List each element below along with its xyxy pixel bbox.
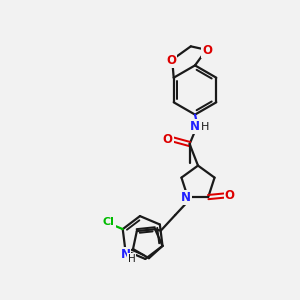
Text: Cl: Cl xyxy=(103,218,115,227)
Text: O: O xyxy=(163,133,173,146)
Text: H: H xyxy=(201,122,209,132)
Text: N: N xyxy=(121,248,130,261)
Text: N: N xyxy=(190,120,200,133)
Text: O: O xyxy=(166,54,176,68)
Text: N: N xyxy=(181,190,191,204)
Text: O: O xyxy=(202,44,212,58)
Text: O: O xyxy=(225,189,235,202)
Text: H: H xyxy=(128,254,135,264)
